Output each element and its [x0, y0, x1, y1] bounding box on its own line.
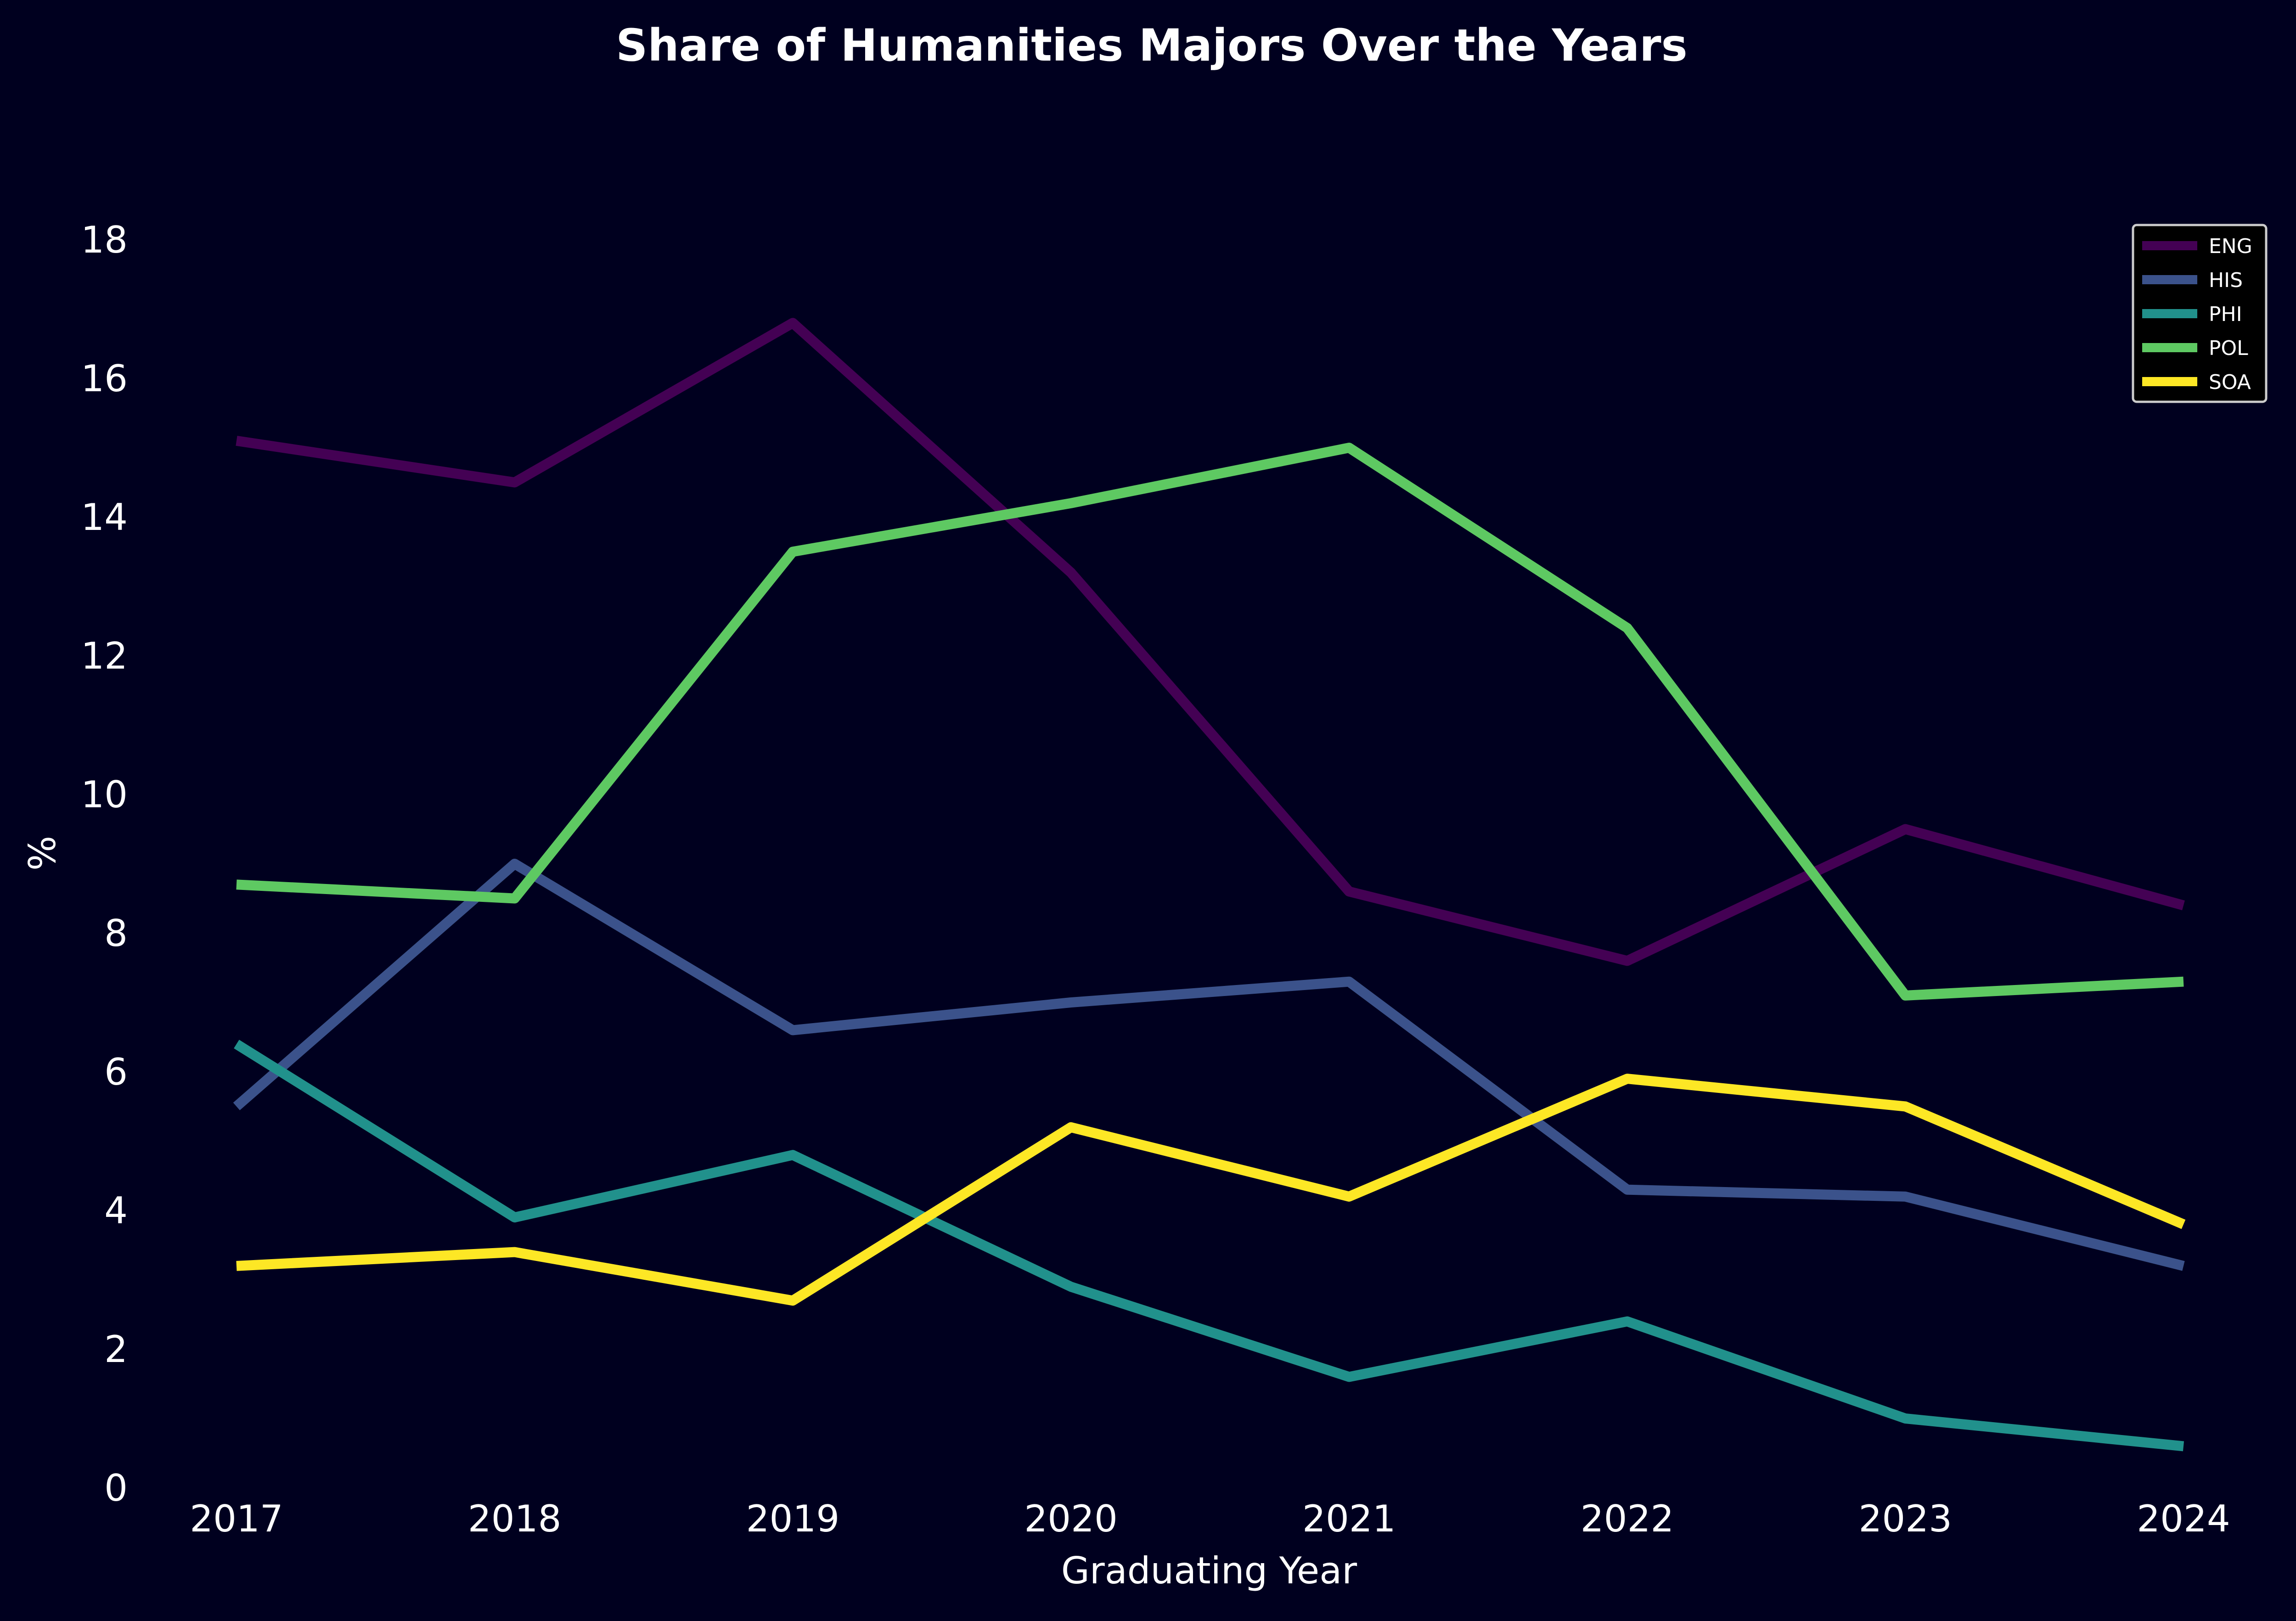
x-axis-ticks: 2017 2018 2019 2020 2021 2022 2023 2024	[190, 1497, 2230, 1540]
y-tick-label: 4	[104, 1189, 128, 1232]
y-tick-label: 10	[81, 773, 128, 816]
x-tick-label: 2022	[1581, 1497, 1674, 1540]
y-axis-ticks: 0 2 4 6 8 10 12 14 16 18	[81, 219, 128, 1509]
series-line-his	[233, 859, 2185, 1271]
series-line-phi	[234, 1040, 2184, 1452]
x-axis-label: Graduating Year	[1061, 1549, 1357, 1592]
series-line-pol	[236, 443, 2184, 1001]
series-lines	[233, 318, 2186, 1452]
y-tick-label: 0	[104, 1467, 128, 1509]
legend-label-his: HIS	[2209, 269, 2243, 292]
y-axis-label: %	[21, 836, 64, 871]
x-tick-label: 2023	[1858, 1497, 1952, 1540]
x-tick-label: 2021	[1302, 1497, 1396, 1540]
x-tick-label: 2020	[1024, 1497, 1118, 1540]
y-tick-label: 2	[104, 1328, 128, 1371]
series-line-soa	[236, 1074, 2186, 1306]
x-tick-label: 2017	[190, 1497, 283, 1540]
legend-label-pol: POL	[2209, 337, 2248, 360]
series-line-eng	[236, 318, 2185, 966]
y-tick-label: 16	[81, 357, 128, 400]
y-tick-label: 12	[81, 635, 128, 677]
x-tick-label: 2019	[746, 1497, 840, 1540]
x-tick-label: 2024	[2137, 1497, 2230, 1540]
legend: ENG HIS PHI POL SOA	[2132, 224, 2268, 403]
y-tick-label: 18	[81, 219, 128, 261]
legend-frame	[2132, 224, 2268, 403]
legend-label-phi: PHI	[2209, 303, 2242, 326]
y-tick-label: 14	[81, 496, 128, 539]
y-tick-label: 8	[104, 912, 128, 955]
legend-label-soa: SOA	[2209, 371, 2251, 394]
chart-title: Share of Humanities Majors Over the Year…	[616, 20, 1687, 71]
x-tick-label: 2018	[468, 1497, 562, 1540]
legend-label-eng: ENG	[2209, 235, 2252, 258]
y-tick-label: 6	[104, 1051, 128, 1093]
